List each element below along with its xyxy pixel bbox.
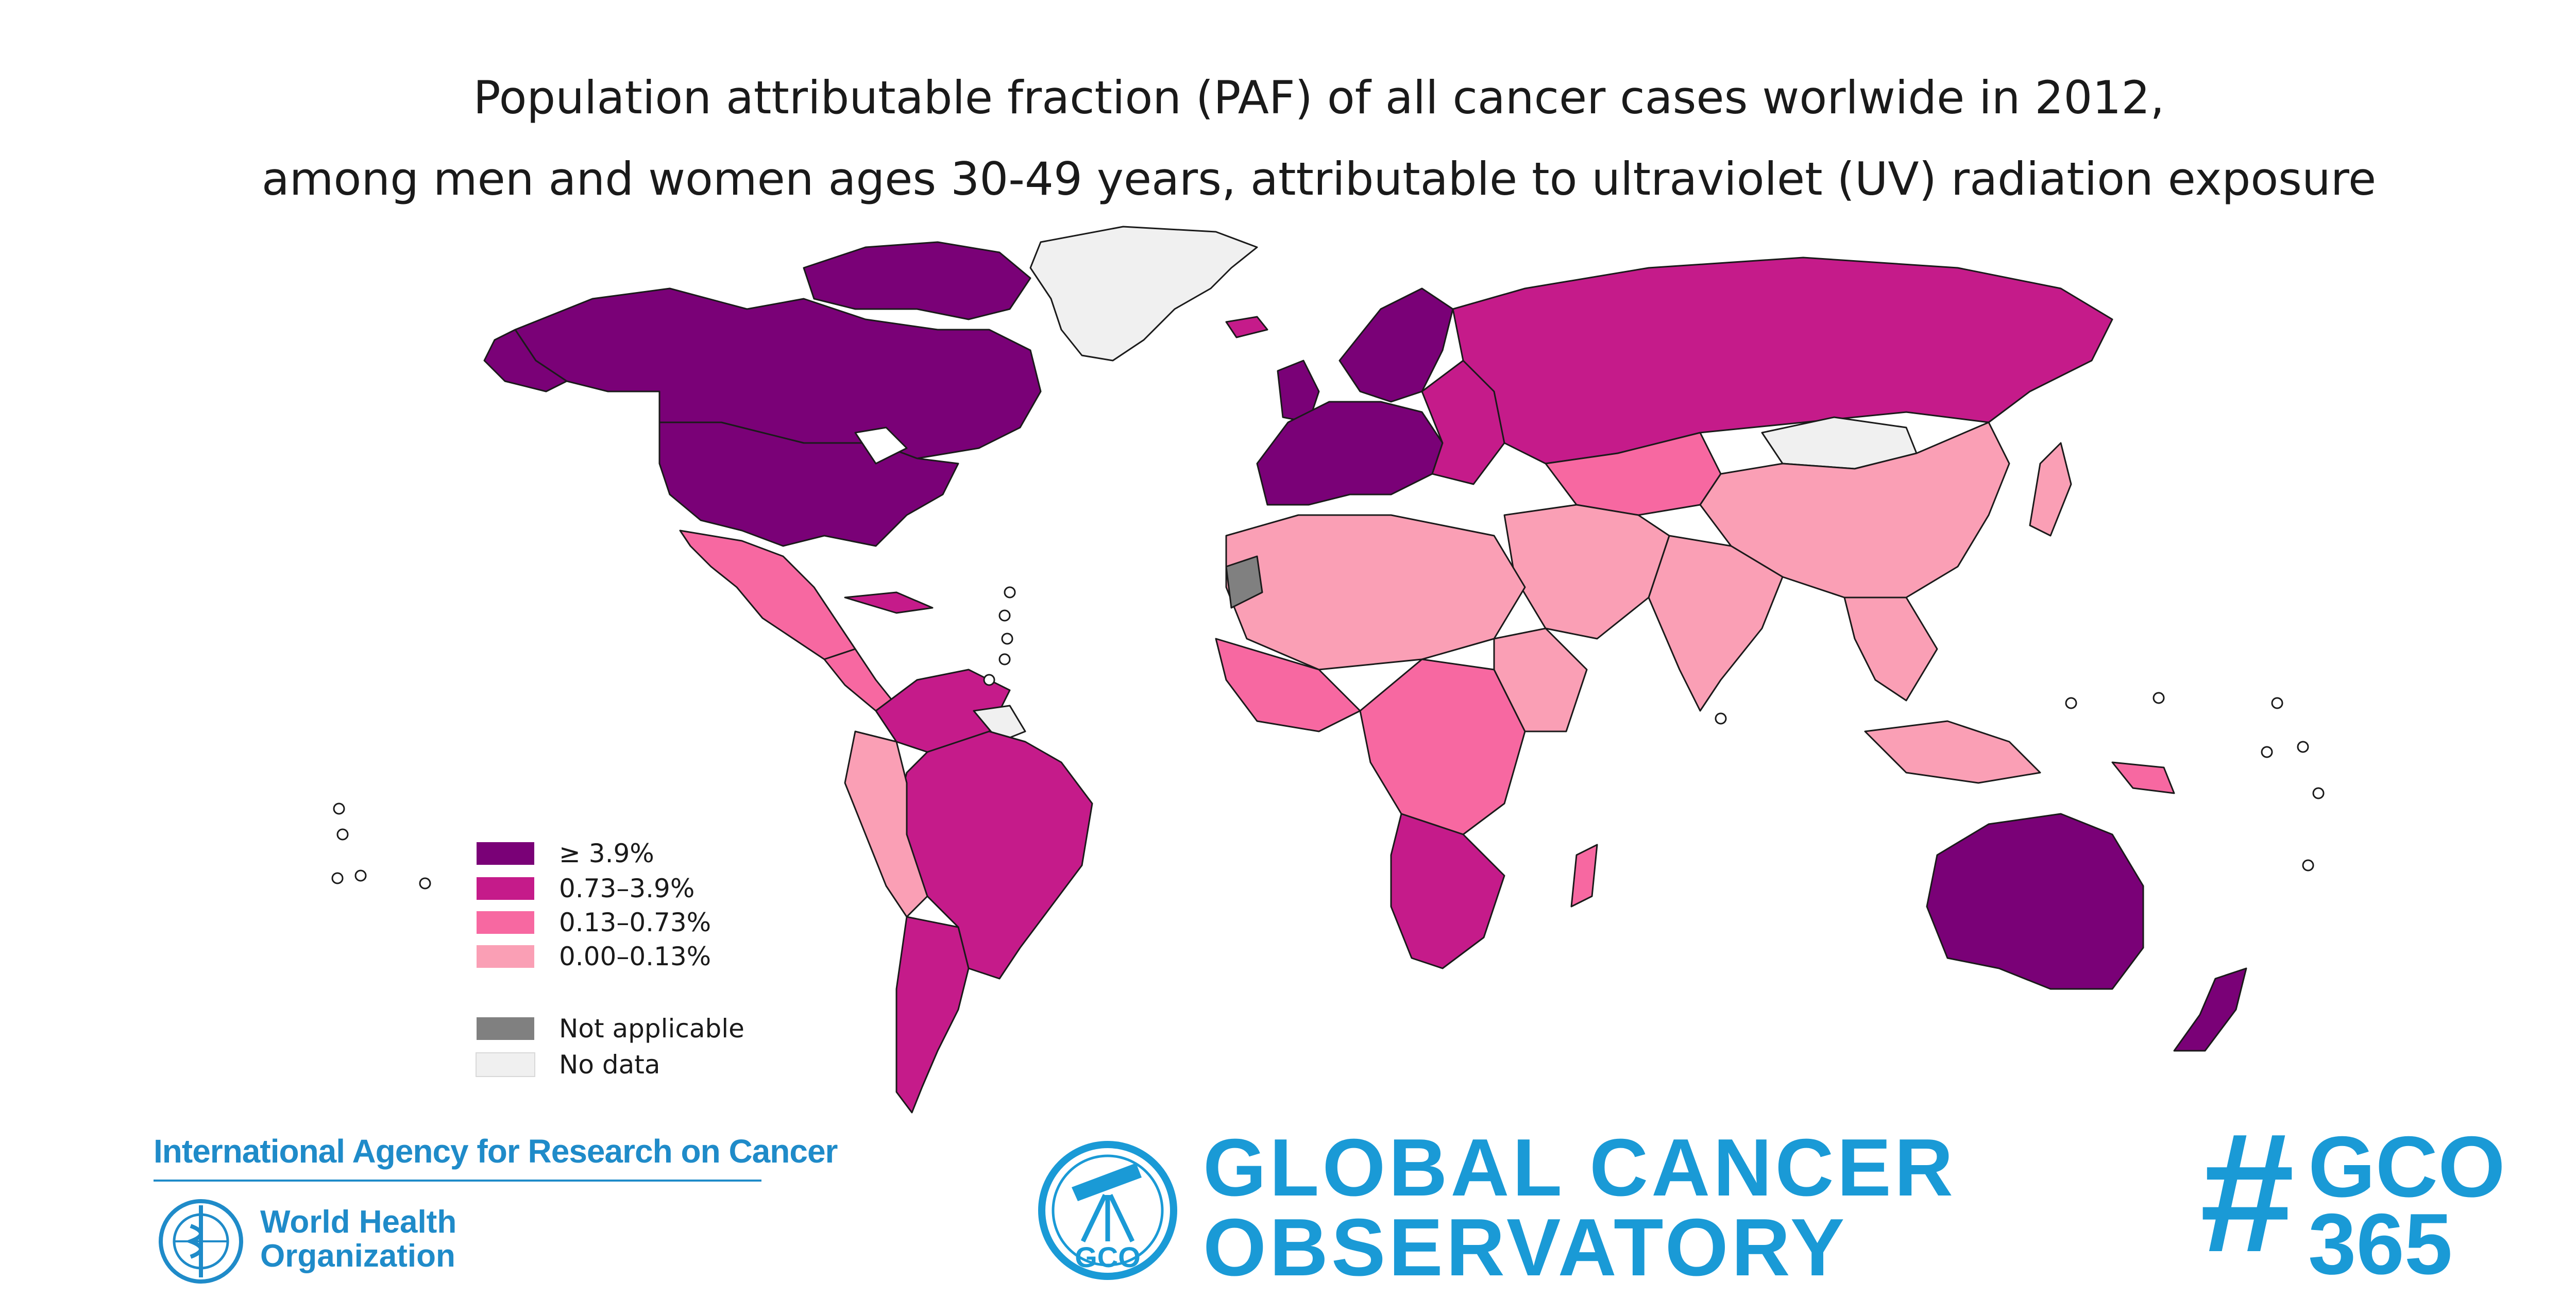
region-greenland: [1029, 226, 1258, 362]
legend-swatch: [476, 1052, 535, 1077]
gco-emblem-text: GCO: [1075, 1241, 1141, 1273]
iarc-divider: [154, 1180, 761, 1182]
region-china: [1699, 421, 2010, 599]
legend-label: ≥ 3.9%: [559, 839, 654, 868]
region-new-zealand: [2173, 967, 2247, 1052]
region-great-lakes: [854, 426, 908, 465]
region-western-europe: [1256, 401, 1444, 506]
region-indonesia: [1864, 720, 2041, 784]
region-central-africa: [1359, 658, 1526, 835]
region-central-america: [823, 648, 897, 712]
region-canada: [514, 287, 1042, 459]
map-title-line-1: Population attributable fraction (PAF) o…: [473, 71, 2165, 124]
legend-item: ≥ 3.9%: [477, 839, 654, 868]
legend-item: 0.13–0.73%: [477, 908, 711, 937]
region-caribbean: [844, 591, 934, 614]
region-west-africa: [1215, 638, 1361, 732]
region-southeast-asia: [1843, 596, 1938, 702]
region-north-africa: [1225, 514, 1526, 671]
region-arctic-islands: [803, 241, 1031, 320]
region-alaska: [483, 329, 568, 392]
region-andean: [844, 730, 928, 918]
region-papua-new-guinea: [2111, 761, 2175, 794]
legend-swatch: [477, 877, 534, 900]
hashtag-line-2: 365: [2308, 1196, 2453, 1292]
legend-item: 0.73–3.9%: [477, 874, 695, 903]
region-madagascar: [1570, 844, 1598, 908]
hashtag-symbol: #: [2200, 1097, 2295, 1287]
legend-label: Not applicable: [559, 1014, 744, 1044]
hashtag-text: GCO 365: [2308, 1118, 2505, 1292]
region-scandinavia: [1338, 287, 1454, 403]
region-australia: [1926, 813, 2144, 990]
who-emblem-icon: [159, 1199, 243, 1284]
gco-line-1: GLOBAL CANCER: [1203, 1122, 1956, 1213]
region-southern-cone: [895, 916, 970, 1114]
legend-label: 0.73–3.9%: [559, 874, 695, 903]
legend-swatch: [477, 1017, 534, 1040]
hashtag-line-1: GCO: [2308, 1118, 2505, 1215]
who-name: World Health Organization: [260, 1205, 456, 1273]
region-japan: [2029, 442, 2072, 537]
region-western-sahara: [1225, 555, 1263, 609]
legend-label: 0.13–0.73%: [559, 908, 711, 937]
legend-label: No data: [559, 1050, 660, 1080]
iarc-name: International Agency for Research on Can…: [154, 1133, 838, 1170]
legend-swatch: [477, 945, 534, 968]
region-east-africa: [1493, 627, 1588, 732]
legend-item: 0.00–0.13%: [477, 942, 711, 971]
legend-swatch: [477, 911, 534, 934]
gco-line-2: OBSERVATORY: [1203, 1202, 1848, 1293]
who-line-2: Organization: [260, 1238, 455, 1274]
region-middle-east: [1503, 504, 1670, 640]
region-southern-africa: [1390, 813, 1505, 969]
region-south-asia: [1648, 535, 1784, 712]
legend-swatch: [477, 842, 534, 865]
gco-wordmark: GLOBAL CANCER OBSERVATORY: [1203, 1122, 1956, 1293]
legend-item: Not applicable: [477, 1014, 744, 1044]
legend-item: No data: [476, 1050, 660, 1080]
who-line-1: World Health: [260, 1204, 457, 1240]
legend-label: 0.00–0.13%: [559, 942, 711, 971]
region-mexico: [679, 530, 856, 660]
gco-telescope-icon: GCO: [1038, 1141, 1177, 1280]
region-uk-ireland: [1277, 360, 1320, 423]
map-title-line-2: among men and women ages 30-49 years, at…: [261, 152, 2377, 206]
region-iceland: [1225, 316, 1268, 338]
